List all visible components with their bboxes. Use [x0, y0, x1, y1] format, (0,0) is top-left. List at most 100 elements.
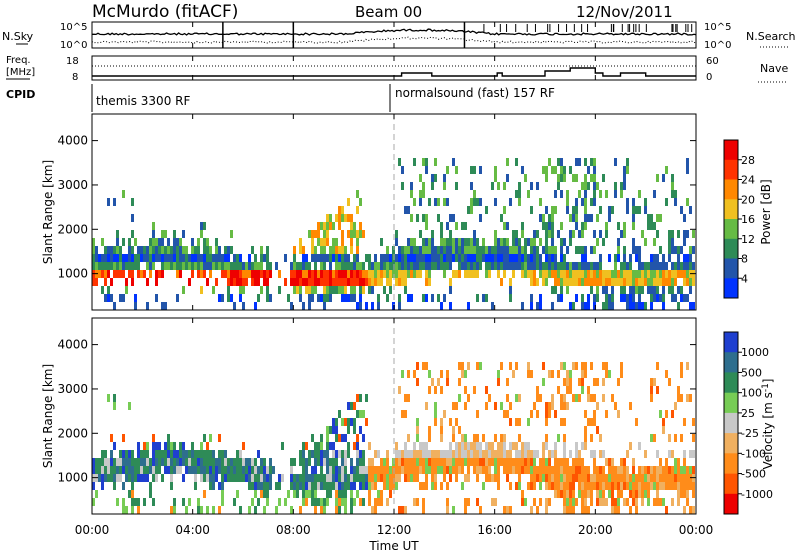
heatmap-cell [440, 302, 443, 310]
heatmap-cell [350, 230, 353, 238]
heatmap-cell [476, 466, 479, 474]
heatmap-cell [452, 426, 455, 434]
heatmap-cell [494, 466, 497, 474]
heatmap-cell [338, 246, 341, 254]
heatmap-cell [647, 278, 650, 286]
heatmap-cell [179, 254, 182, 262]
heatmap-cell [548, 222, 551, 230]
heatmap-cell [617, 498, 620, 506]
heatmap-cell [689, 506, 692, 514]
heatmap-cell [638, 294, 641, 302]
heatmap-cell [692, 262, 695, 270]
heatmap-cell [527, 254, 530, 262]
freq-left-tick-bottom: 8 [72, 72, 78, 83]
heatmap-cell [251, 458, 254, 466]
heatmap-cell [95, 254, 98, 262]
heatmap-cell [530, 458, 533, 466]
heatmap-cell [353, 482, 356, 490]
heatmap-cell [299, 278, 302, 286]
heatmap-cell [617, 482, 620, 490]
heatmap-cell [359, 222, 362, 230]
heatmap-cell [578, 230, 581, 238]
heatmap-cell [104, 458, 107, 466]
heatmap-cell [308, 490, 311, 498]
heatmap-cell [170, 442, 173, 450]
heatmap-cell [305, 490, 308, 498]
heatmap-cell [218, 254, 221, 262]
heatmap-cell [167, 262, 170, 270]
heatmap-cell [359, 230, 362, 238]
heatmap-cell [647, 482, 650, 490]
heatmap-cell [389, 270, 392, 278]
heatmap-cell [182, 262, 185, 270]
heatmap-cell [113, 394, 116, 402]
heatmap-cell [536, 278, 539, 286]
heatmap-cell [101, 286, 104, 294]
heatmap-cell [665, 474, 668, 482]
heatmap-cell [374, 270, 377, 278]
heatmap-cell [602, 378, 605, 386]
heatmap-cell [536, 182, 539, 190]
heatmap-cell [521, 262, 524, 270]
heatmap-cell [620, 482, 623, 490]
heatmap-cell [605, 190, 608, 198]
heatmap-cell [551, 394, 554, 402]
heatmap-cell [632, 270, 635, 278]
heatmap-cell [563, 254, 566, 262]
heatmap-cell [644, 198, 647, 206]
heatmap-cell [185, 246, 188, 254]
heatmap-cell [602, 238, 605, 246]
heatmap-cell [356, 394, 359, 402]
heatmap-cell [563, 278, 566, 286]
heatmap-cell [644, 238, 647, 246]
heatmap-cell [467, 394, 470, 402]
heatmap-cell [686, 482, 689, 490]
heatmap-cell [539, 214, 542, 222]
heatmap-cell [611, 286, 614, 294]
heatmap-cell [161, 246, 164, 254]
heatmap-cell [233, 458, 236, 466]
heatmap-cell [476, 198, 479, 206]
heatmap-cell [221, 482, 224, 490]
heatmap-cell [314, 442, 317, 450]
heatmap-cell [545, 174, 548, 182]
heatmap-cell [191, 238, 194, 246]
heatmap-cell [551, 238, 554, 246]
heatmap-cell [323, 230, 326, 238]
heatmap-cell [326, 498, 329, 506]
heatmap-cell [689, 482, 692, 490]
heatmap-cell [566, 482, 569, 490]
heatmap-cell [320, 262, 323, 270]
heatmap-cell [221, 490, 224, 498]
noise-traces [91, 22, 697, 48]
heatmap-cell [266, 254, 269, 262]
heatmap-cell [452, 158, 455, 166]
heatmap-cell [515, 158, 518, 166]
heatmap-cell [416, 246, 419, 254]
heatmap-cell [662, 466, 665, 474]
heatmap-cell [581, 222, 584, 230]
heatmap-cell [311, 482, 314, 490]
heatmap-cell [206, 450, 209, 458]
heatmap-cell [176, 238, 179, 246]
heatmap-cell [512, 246, 515, 254]
heatmap-cell [515, 442, 518, 450]
heatmap-cell [518, 450, 521, 458]
heatmap-cell [503, 246, 506, 254]
heatmap-cell [206, 246, 209, 254]
colorbar-swatch [724, 159, 738, 180]
heatmap-cell [161, 254, 164, 262]
heatmap-cell [182, 450, 185, 458]
heatmap-cell [155, 294, 158, 302]
heatmap-cell [665, 166, 668, 174]
heatmap-cell [686, 158, 689, 166]
heatmap-cell [161, 230, 164, 238]
heatmap-cell [188, 262, 191, 270]
heatmap-cell [374, 254, 377, 262]
heatmap-cell [362, 278, 365, 286]
heatmap-cell [116, 262, 119, 270]
heatmap-cell [209, 450, 212, 458]
heatmap-cell [371, 506, 374, 514]
heatmap-cell [164, 262, 167, 270]
heatmap-cell [113, 302, 116, 310]
